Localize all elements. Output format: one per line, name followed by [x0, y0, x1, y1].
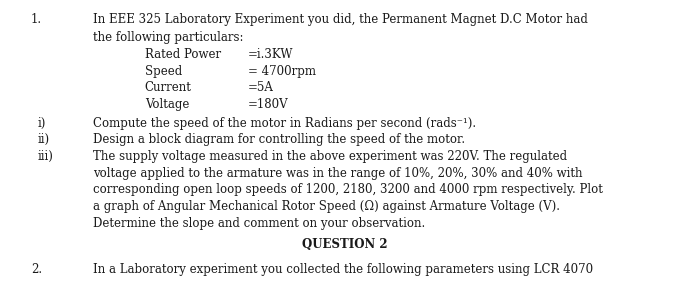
Text: In a Laboratory experiment you collected the following parameters using LCR 4070: In a Laboratory experiment you collected…	[93, 263, 593, 276]
Text: Voltage: Voltage	[145, 98, 189, 111]
Text: a graph of Angular Mechanical Rotor Speed (Ω) against Armature Voltage (V).: a graph of Angular Mechanical Rotor Spee…	[93, 200, 560, 213]
Text: i): i)	[38, 117, 46, 130]
Text: iii): iii)	[38, 150, 54, 163]
Text: voltage applied to the armature was in the range of 10%, 20%, 30% and 40% with: voltage applied to the armature was in t…	[93, 167, 582, 180]
Text: Rated Power: Rated Power	[145, 48, 220, 61]
Text: 1.: 1.	[31, 13, 42, 26]
Text: =180V: =180V	[248, 98, 289, 111]
Text: corresponding open loop speeds of 1200, 2180, 3200 and 4000 rpm respectively. Pl: corresponding open loop speeds of 1200, …	[93, 183, 603, 197]
Text: =i.3KW: =i.3KW	[248, 48, 294, 61]
Text: Design a block diagram for controlling the speed of the motor.: Design a block diagram for controlling t…	[93, 133, 465, 147]
Text: In EEE 325 Laboratory Experiment you did, the Permanent Magnet D.C Motor had: In EEE 325 Laboratory Experiment you did…	[93, 13, 588, 26]
Text: = 4700rpm: = 4700rpm	[248, 65, 316, 78]
Text: Compute the speed of the motor in Radians per second (rads⁻¹).: Compute the speed of the motor in Radian…	[93, 117, 476, 130]
Text: =5A: =5A	[248, 81, 274, 95]
Text: Speed: Speed	[145, 65, 182, 78]
Text: QUESTION 2: QUESTION 2	[302, 238, 387, 251]
Text: ii): ii)	[38, 133, 50, 147]
Text: Current: Current	[145, 81, 192, 95]
Text: Determine the slope and comment on your observation.: Determine the slope and comment on your …	[93, 217, 425, 230]
Text: the following particulars:: the following particulars:	[93, 31, 243, 44]
Text: 2.: 2.	[31, 263, 42, 276]
Text: The supply voltage measured in the above experiment was 220V. The regulated: The supply voltage measured in the above…	[93, 150, 567, 163]
